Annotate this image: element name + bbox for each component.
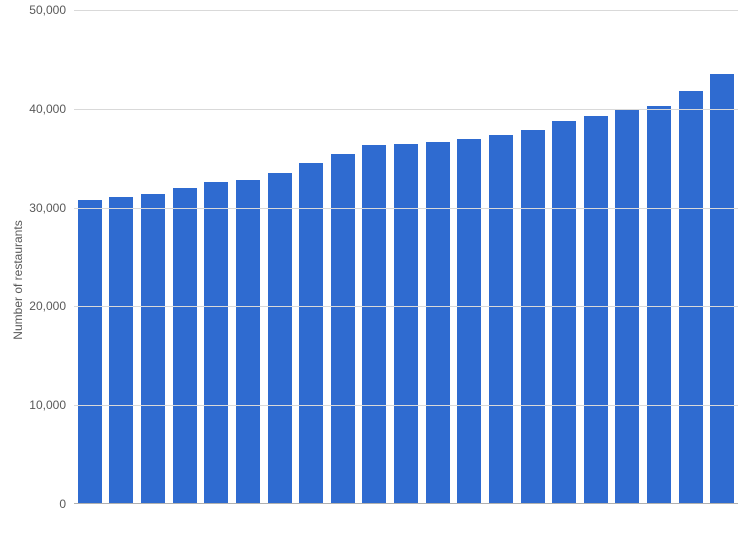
bar	[710, 74, 734, 504]
y-tick-label: 30,000	[29, 201, 74, 215]
gridline: 10,000	[74, 405, 738, 406]
bar	[299, 163, 323, 504]
plot-area: 0 10,000 20,000 30,000 40,000 50,000	[74, 10, 738, 504]
bar	[394, 144, 418, 504]
bar-slot	[295, 10, 327, 504]
bar-slot	[612, 10, 644, 504]
bar-slot	[264, 10, 296, 504]
y-tick-label: 10,000	[29, 398, 74, 412]
bar	[173, 188, 197, 504]
bars-container	[74, 10, 738, 504]
bar	[78, 200, 102, 504]
bar-slot	[675, 10, 707, 504]
bar	[552, 121, 576, 504]
bar-slot	[390, 10, 422, 504]
bar	[489, 135, 513, 505]
bar	[584, 116, 608, 504]
bar-slot	[707, 10, 739, 504]
bar-slot	[580, 10, 612, 504]
gridline: 50,000	[74, 10, 738, 11]
bar-slot	[454, 10, 486, 504]
bar	[679, 91, 703, 504]
bar-slot	[422, 10, 454, 504]
bar	[647, 106, 671, 504]
bar-slot	[548, 10, 580, 504]
bar	[521, 130, 545, 504]
x-axis-baseline	[74, 503, 738, 504]
bar	[141, 194, 165, 504]
y-tick-label: 20,000	[29, 299, 74, 313]
bar-slot	[359, 10, 391, 504]
bar	[236, 180, 260, 504]
bar-slot	[643, 10, 675, 504]
gridline: 20,000	[74, 306, 738, 307]
bar-slot	[106, 10, 138, 504]
bar-slot	[74, 10, 106, 504]
bar	[204, 182, 228, 504]
bar-slot	[169, 10, 201, 504]
y-tick-label: 40,000	[29, 102, 74, 116]
y-tick-label: 50,000	[29, 3, 74, 17]
bar	[109, 197, 133, 504]
y-tick-label: 0	[59, 497, 74, 511]
gridline: 40,000	[74, 109, 738, 110]
bar-slot	[327, 10, 359, 504]
y-axis-title: Number of restaurants	[11, 220, 25, 339]
bar	[362, 145, 386, 504]
bar	[426, 142, 450, 504]
bar-slot	[232, 10, 264, 504]
bar-slot	[201, 10, 233, 504]
bar	[268, 173, 292, 504]
bar-chart: Number of restaurants 0 10,000 20,000 30,00…	[0, 0, 754, 560]
bar-slot	[517, 10, 549, 504]
gridline: 0	[74, 504, 738, 505]
bar-slot	[137, 10, 169, 504]
bar-slot	[485, 10, 517, 504]
gridline: 30,000	[74, 208, 738, 209]
bar	[457, 139, 481, 504]
